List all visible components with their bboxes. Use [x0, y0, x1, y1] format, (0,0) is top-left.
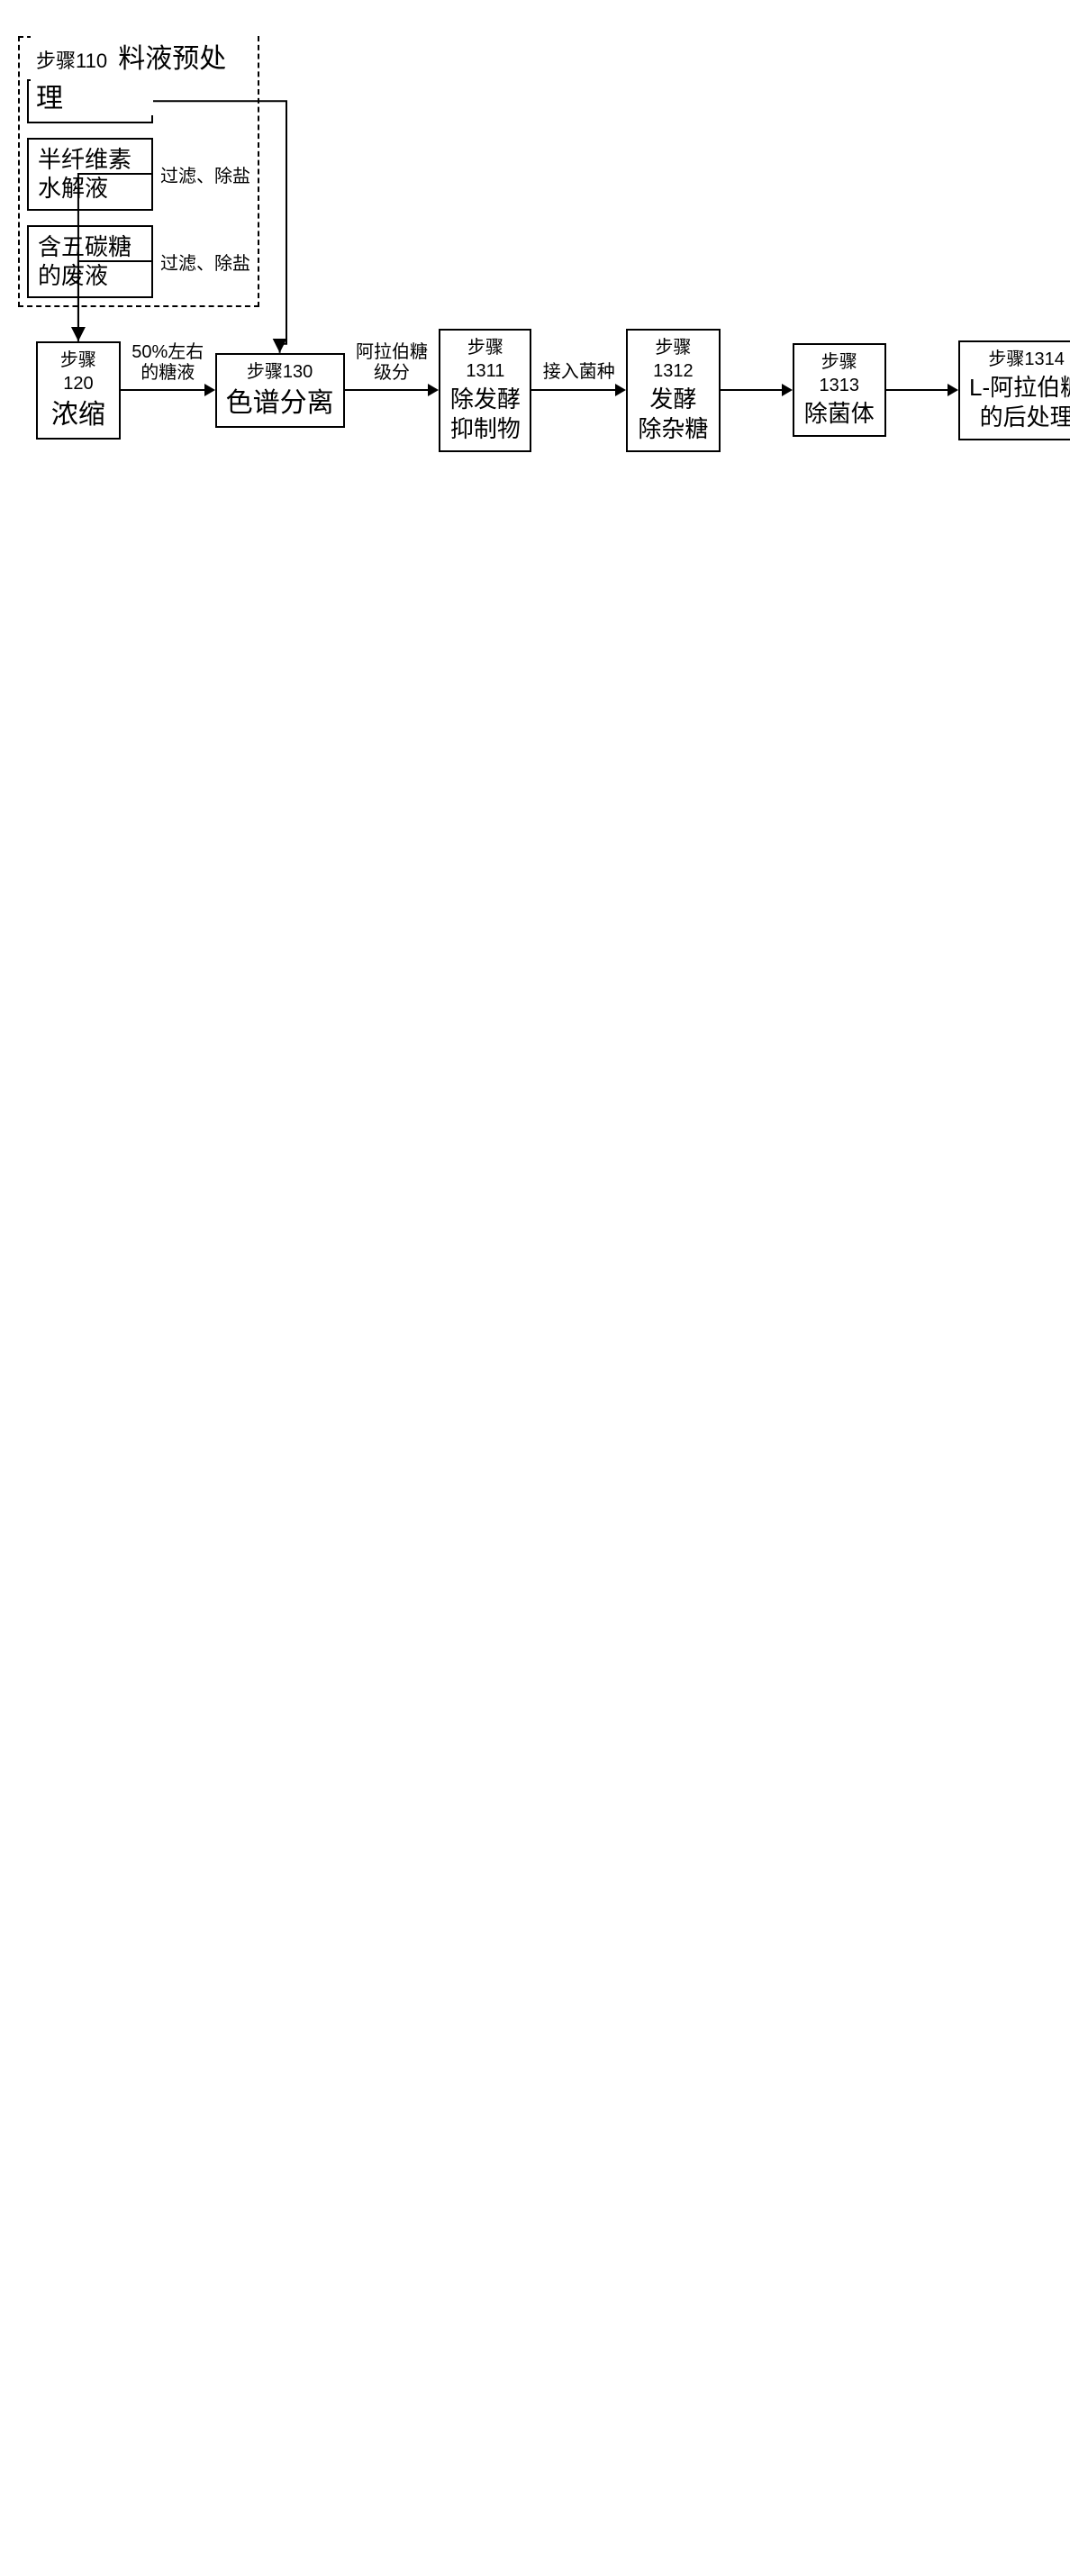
step1311-label: 除发酵 抑制物 — [449, 385, 521, 446]
input3-label-line2: 的废液 — [38, 262, 108, 289]
node-postprocess: 步骤1314 L-阿拉伯糖 的后处理 — [958, 340, 1070, 441]
input-pentose-waste: 含五碳糖 的废液 — [27, 225, 153, 298]
arrow-1311-1312: 接入菌种 — [531, 384, 626, 396]
node-remove-cells: 步骤1313 除菌体 — [793, 343, 886, 437]
step-code: 步骤110 — [36, 50, 107, 72]
input2-label-line1: 半纤维素 — [38, 146, 131, 173]
pretreatment-step-label: 步骤110 料液预处理 — [31, 36, 258, 115]
step1312-l1: 发酵 — [649, 385, 696, 413]
step120-code: 步骤120 — [47, 349, 110, 395]
arrow-130-1311: 阿拉伯糖级分 — [345, 384, 440, 396]
step130-label: 色谱分离 — [226, 385, 334, 421]
step1311-l1: 除发酵 — [450, 385, 521, 413]
flowchart-root: 步骤110 料液预处理 木糖母液 过滤、除盐 半纤维素 水解液 过滤、除盐 — [18, 36, 1052, 452]
input-hemicellulose: 半纤维素 水解液 — [27, 138, 153, 211]
arrow-1312-1313 — [721, 384, 793, 396]
step1312-label: 发酵 除杂糖 — [637, 385, 709, 446]
step130-code: 步骤130 — [226, 360, 334, 384]
step1313-label: 除菌体 — [803, 399, 875, 430]
main-chain: 步骤120 浓缩 50%左右的糖液 步骤130 色谱分离 阿拉伯糖级分 步骤13… — [36, 329, 1070, 453]
arrow-1313-1314 — [886, 384, 958, 396]
arrow-1311-1312-caption: 接入菌种 — [531, 362, 626, 383]
arrow-120-130: 50%左右的糖液 — [121, 384, 215, 396]
step1311-l2: 抑制物 — [450, 415, 521, 442]
step1312-code: 步骤1312 — [637, 336, 709, 383]
arrow-120-130-caption: 50%左右的糖液 — [121, 342, 215, 384]
step1314-l2: 的后处理 — [980, 404, 1070, 431]
node-remove-inhibitor: 步骤1311 除发酵 抑制物 — [439, 329, 531, 453]
node-ferment: 步骤1312 发酵 除杂糖 — [626, 329, 720, 453]
input2-label-line2: 水解液 — [38, 175, 108, 202]
arrow-130-1311-caption: 阿拉伯糖级分 — [345, 342, 440, 384]
input-row-3: 含五碳糖 的废液 过滤、除盐 — [27, 225, 250, 298]
step1314-code: 步骤1314 — [969, 348, 1070, 371]
input-row-2: 半纤维素 水解液 过滤、除盐 — [27, 138, 250, 211]
input2-caption: 过滤、除盐 — [160, 161, 250, 187]
input3-label-line1: 含五碳糖 — [38, 233, 131, 260]
pretreatment-group: 步骤110 料液预处理 木糖母液 过滤、除盐 半纤维素 水解液 过滤、除盐 — [18, 36, 259, 307]
step1312-l2: 除杂糖 — [638, 415, 708, 442]
step120-label: 浓缩 — [47, 397, 110, 432]
input3-caption: 过滤、除盐 — [160, 249, 250, 275]
step1314-label: L-阿拉伯糖 的后处理 — [969, 373, 1070, 434]
step1313-code: 步骤1313 — [803, 350, 875, 397]
step1311-code: 步骤1311 — [449, 336, 521, 383]
step1314-l1: L-阿拉伯糖 — [969, 374, 1070, 401]
node-chromatography: 步骤130 色谱分离 — [215, 353, 345, 428]
node-concentrate: 步骤120 浓缩 — [36, 341, 121, 440]
top-stage: 步骤110 料液预处理 木糖母液 过滤、除盐 半纤维素 水解液 过滤、除盐 — [18, 36, 259, 307]
